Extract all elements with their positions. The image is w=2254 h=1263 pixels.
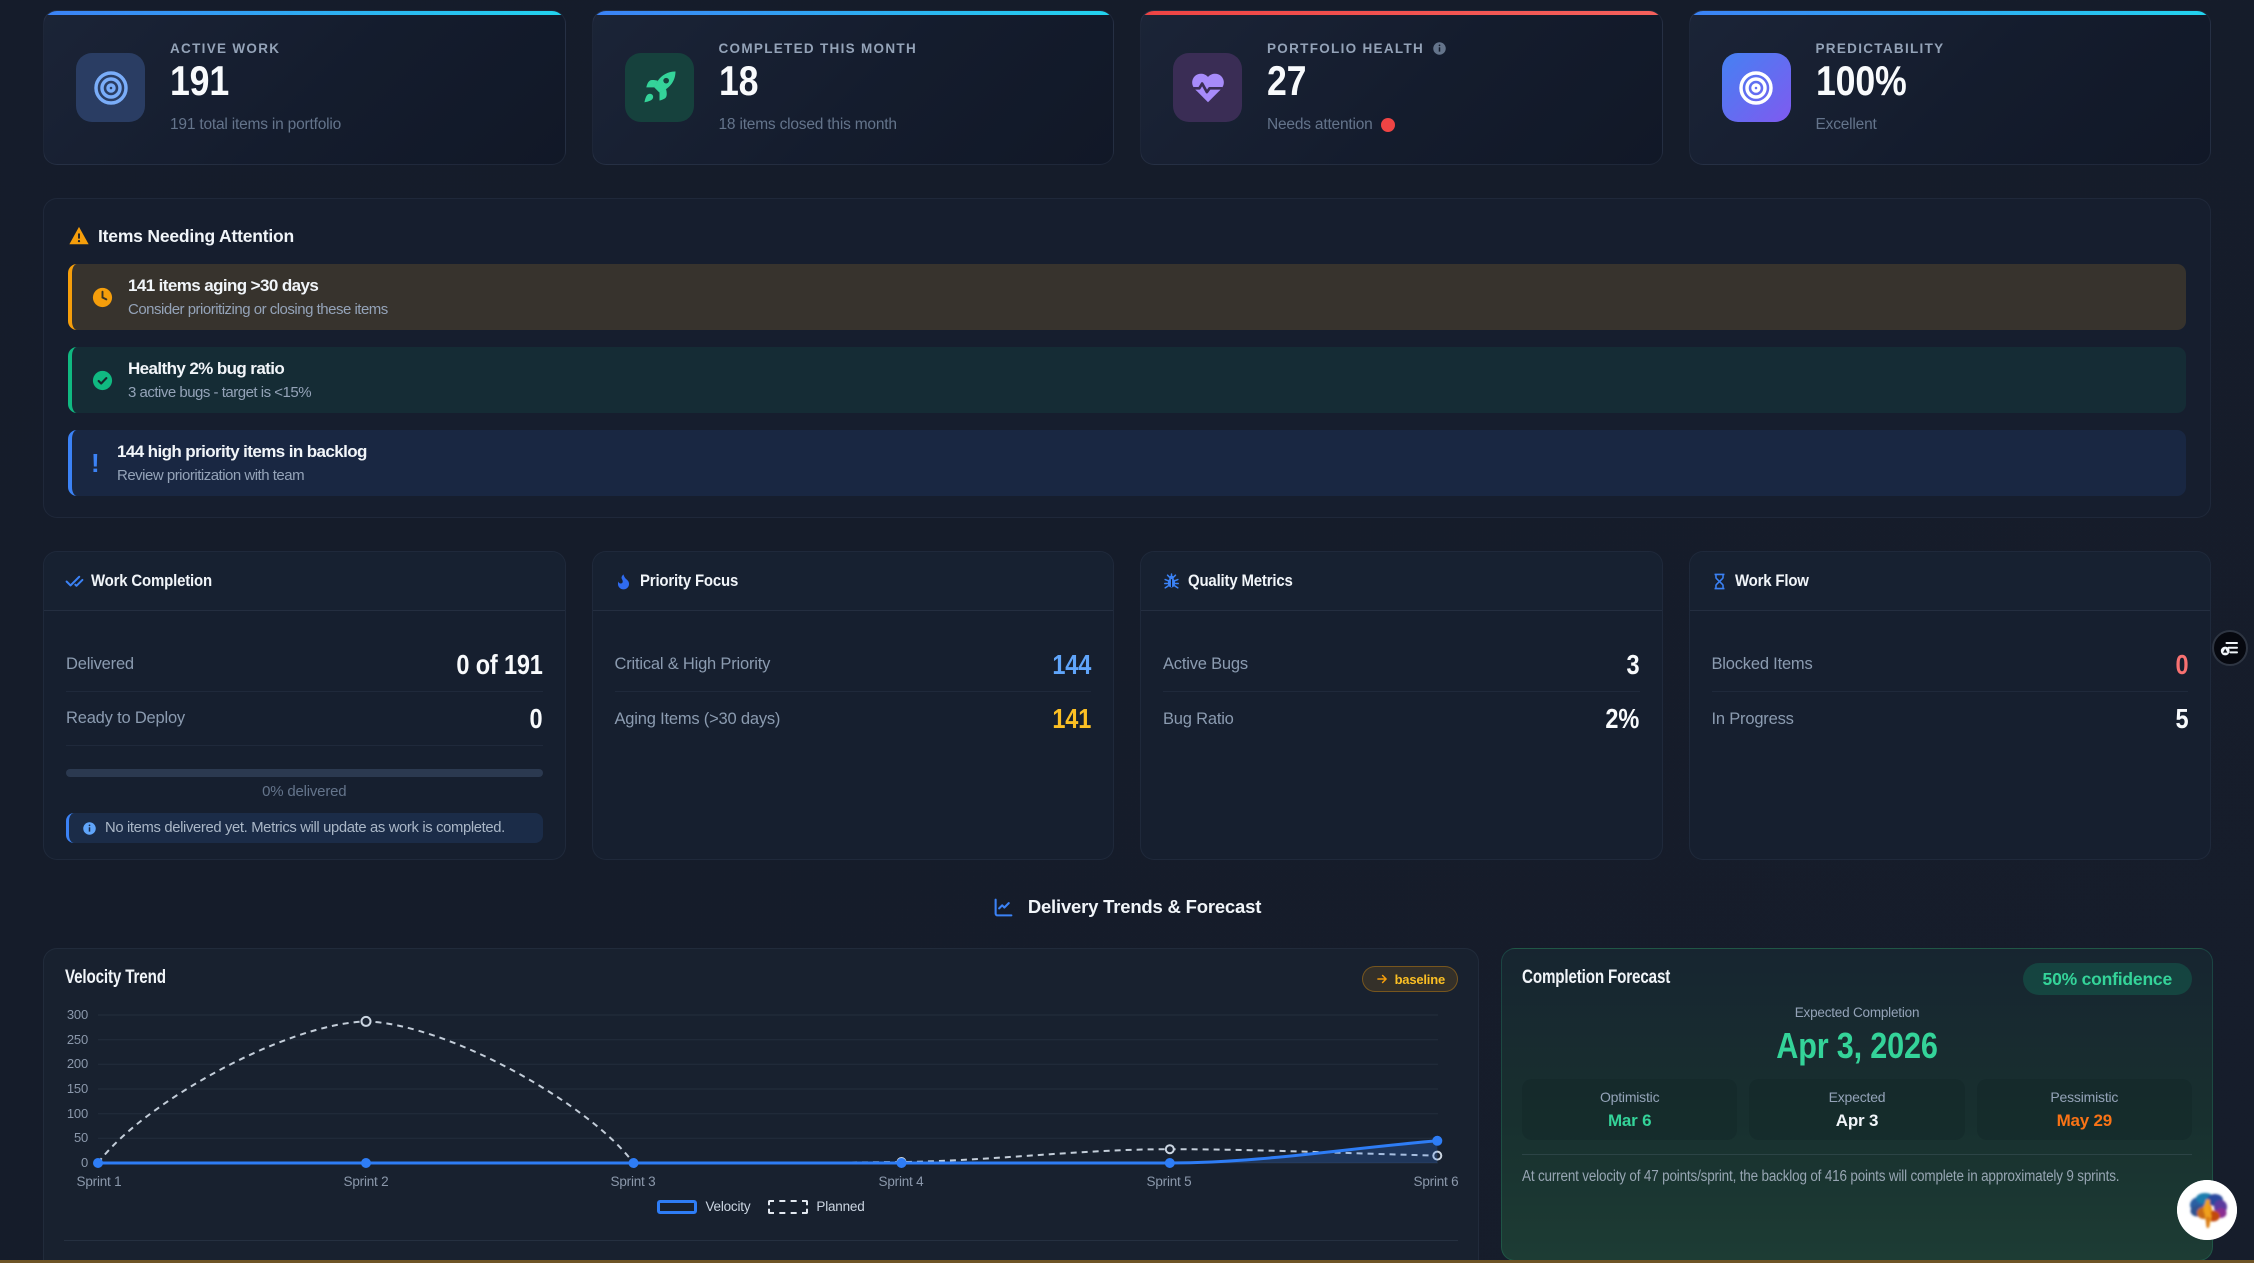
svg-text:Sprint 6: Sprint 6 <box>1414 1174 1459 1189</box>
svg-text:200: 200 <box>67 1056 88 1071</box>
svg-text:Sprint 3: Sprint 3 <box>611 1174 656 1189</box>
svg-text:150: 150 <box>67 1081 88 1096</box>
svg-text:Sprint 4: Sprint 4 <box>879 1174 925 1189</box>
svg-text:250: 250 <box>67 1032 88 1047</box>
svg-text:Sprint 1: Sprint 1 <box>77 1174 122 1189</box>
svg-text:50: 50 <box>74 1130 88 1145</box>
svg-text:Sprint 5: Sprint 5 <box>1147 1174 1192 1189</box>
svg-text:0: 0 <box>81 1155 88 1170</box>
svg-text:Sprint 2: Sprint 2 <box>344 1174 389 1189</box>
svg-text:100: 100 <box>67 1106 88 1121</box>
svg-text:300: 300 <box>67 1007 88 1022</box>
